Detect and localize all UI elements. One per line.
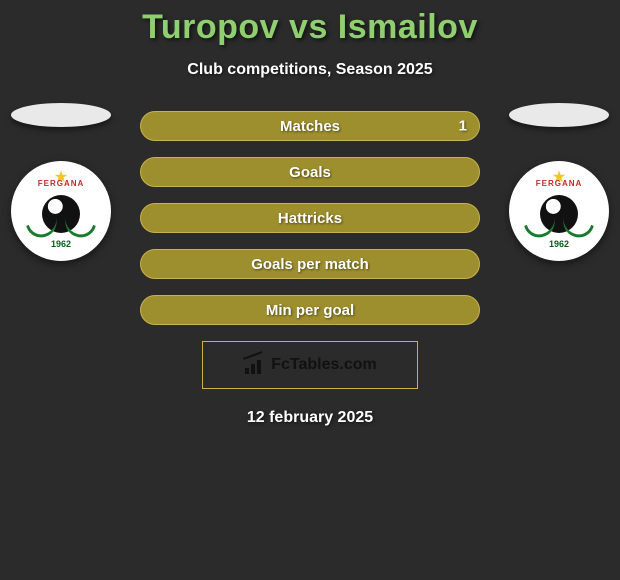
stat-row: Matches 1 [140,111,480,141]
stat-row: Hattricks [140,203,480,233]
stat-label: Min per goal [266,302,354,319]
player-right-club-logo: ★ FERGANA 1962 [509,161,609,261]
stat-row: Min per goal [140,295,480,325]
club-right-year: 1962 [549,239,569,249]
player-right: ★ FERGANA 1962 [504,103,614,261]
stat-label: Hattricks [278,210,342,227]
chart-icon [243,356,265,374]
stats-panel: Matches 1 Goals Hattricks Goals per match Min… [140,111,480,325]
stat-row: Goals per match [140,249,480,279]
stat-value-right: 1 [459,118,467,135]
main-area: ★ FERGANA 1962 ★ FERGANA 1962 Matches 1 Go… [0,111,620,427]
club-left-name: FERGANA [38,179,85,188]
stat-label: Matches [280,118,340,135]
club-right-name: FERGANA [536,179,583,188]
footer-date: 12 february 2025 [0,409,620,427]
page-title: Turopov vs Ismailov [0,8,620,47]
brand-badge[interactable]: FcTables.com [202,341,418,389]
stat-row: Goals [140,157,480,187]
brand-text: FcTables.com [271,356,377,374]
player-right-avatar-placeholder [509,103,609,127]
player-left-avatar-placeholder [11,103,111,127]
club-left-year: 1962 [51,239,71,249]
root: Turopov vs Ismailov Club competitions, S… [0,0,620,427]
stat-label: Goals per match [251,256,369,273]
laurel-icon [26,217,96,237]
page-subtitle: Club competitions, Season 2025 [0,61,620,79]
player-left-club-logo: ★ FERGANA 1962 [11,161,111,261]
stat-label: Goals [289,164,331,181]
laurel-icon [524,217,594,237]
player-left: ★ FERGANA 1962 [6,103,116,261]
